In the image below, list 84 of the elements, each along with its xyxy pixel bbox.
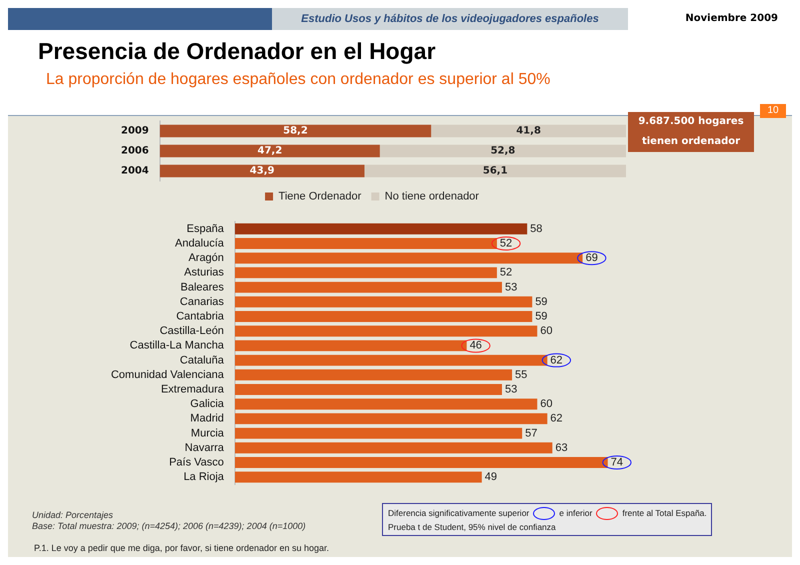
bar [160,164,364,178]
y-tick-label: Castilla-La Mancha [130,340,225,352]
data-label: 53 [504,384,518,396]
data-label: 62 [550,412,563,425]
text: Noviembre 2009 [685,12,778,26]
y-tick-label: Extremadura [160,384,225,396]
text: 9.687.500 hogares tienen ordenador [628,112,754,152]
data-label: 57 [525,427,538,440]
data-label: 53 [504,281,518,294]
text: P.1. Le voy a pedir que me diga, por favor, si tiene ordenador en su hogar. [34,543,330,553]
y-tick-label: Comunidad Valenciana [110,368,225,381]
y-tick-label: España [186,222,225,235]
annotation: 46 [470,340,482,352]
annotation: 74 [610,456,624,469]
data-label: 47,2 [258,146,282,157]
text: e inferior [559,508,592,518]
y-tick-label: Cantabria [176,310,225,323]
legend-label: Tiene Ordenador [278,190,362,203]
bar [234,340,467,352]
data-label: 63 [555,442,568,454]
bar [380,144,626,158]
y-tick-label: País Vasco [169,456,224,469]
y-tick-label: Castilla-León [160,325,224,338]
bar [234,442,552,454]
bar [234,398,538,410]
y-tick-label: Galicia [190,398,225,410]
text: Diferencia significativamente superior [388,508,530,518]
y-tick-label: Navarra [184,442,225,454]
bar [234,369,512,380]
bar [364,164,626,178]
bar [160,124,432,138]
text: frente al Total España. [622,508,707,518]
bar [234,457,608,468]
data-label: 60 [540,398,552,410]
chart-title: Presencia de Ordenador en el Hogar [38,38,436,65]
annotation: 69 [586,252,598,264]
bar [234,282,502,293]
data-label: 52 [500,266,512,279]
bar [234,223,528,234]
bar [431,124,626,138]
bar [234,354,548,366]
y-tick-label: Canarias [180,296,224,308]
bar [234,252,583,264]
data-label: 49 [484,471,498,484]
y-tick-label: Asturias [184,266,224,279]
bar [234,384,502,395]
data-label: 56,1 [482,166,508,177]
data-label: 59 [535,310,548,323]
bar [234,238,497,249]
bar [234,267,497,278]
bar [234,413,548,424]
y-tick-label: Andalucía [174,238,225,250]
text: Base: Total muestra: 2009; (n=4254); 2006 (n=4239); 2004 (n=1000) [32,521,306,532]
bar [234,326,538,337]
text: 10 [760,104,786,118]
text: Prueba t de Student, 95% nivel de confianza [388,521,557,534]
data-label: 58,2 [283,126,308,137]
y-tick-label: Aragón [188,252,224,264]
bar [234,296,532,308]
bar [160,144,380,158]
data-label: 52,8 [490,146,516,157]
text: Estudio Usos y hábitos de los videojugadores españoles [272,8,628,30]
bar [234,472,482,483]
data-label: 55 [515,368,528,381]
data-label: 58 [530,222,542,235]
data-label: 60 [540,325,552,338]
y-tick-label: Murcia [190,427,225,440]
text: Unidad: Porcentajes [32,510,114,521]
chart-subtitle: La proporción de hogares españoles con ordenador es superior al 50% [46,71,550,89]
y-tick-label: 2009 [120,126,149,137]
y-tick-label: 2004 [120,166,149,177]
y-tick-label: Madrid [190,412,224,425]
bar [234,428,522,439]
data-label: 41,8 [516,126,541,137]
data-label: 59 [535,296,548,308]
y-tick-label: Baleares [180,281,224,294]
y-tick-label: 2006 [120,146,149,157]
annotation: 52 [500,238,512,250]
data-label: 43,9 [250,166,275,177]
annotation: 62 [550,354,563,366]
legend-label: No tiene ordenador [384,190,480,203]
y-tick-label: La Rioja [184,471,225,484]
bar [234,311,532,322]
y-tick-label: Cataluña [180,354,225,366]
